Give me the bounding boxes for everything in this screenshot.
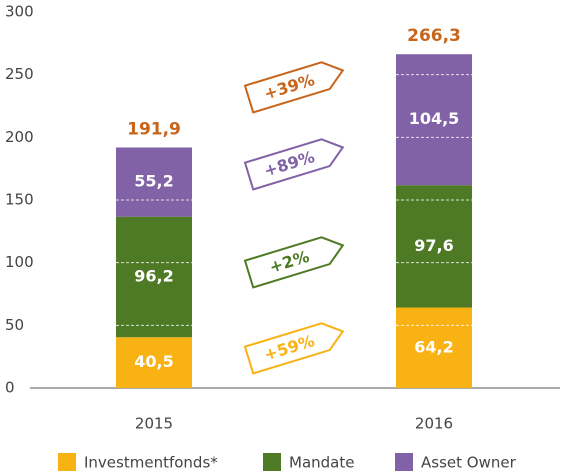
y-tick-label: 250 bbox=[5, 65, 34, 83]
annotation-tag: +2% bbox=[243, 236, 345, 289]
legend-swatch bbox=[395, 453, 413, 471]
x-tick-label: 2016 bbox=[415, 415, 453, 433]
y-tick-label: 0 bbox=[5, 379, 15, 397]
y-tick-label: 150 bbox=[5, 191, 34, 209]
bar-segment bbox=[396, 54, 472, 186]
tag-shape bbox=[243, 236, 345, 289]
legend-swatch bbox=[263, 453, 281, 471]
y-tick-label: 300 bbox=[5, 3, 34, 21]
legend-label: Mandate bbox=[289, 454, 354, 472]
annotation-tag: +39% bbox=[243, 61, 345, 114]
bar-segment bbox=[396, 307, 472, 388]
x-tick-label: 2015 bbox=[135, 415, 173, 433]
value-label: 104,5 bbox=[409, 109, 460, 128]
bar-segment bbox=[116, 216, 192, 338]
tag-shape bbox=[243, 138, 345, 191]
value-label: 40,5 bbox=[134, 352, 173, 371]
y-tick-label: 100 bbox=[5, 253, 34, 271]
tag-shape bbox=[243, 322, 345, 375]
bar-segment bbox=[116, 147, 192, 217]
value-label: 64,2 bbox=[414, 337, 453, 356]
legend-swatch bbox=[58, 453, 76, 471]
legend-label: Asset Owner bbox=[421, 454, 517, 472]
value-label: 97,6 bbox=[414, 236, 453, 255]
total-label: 266,3 bbox=[407, 26, 461, 46]
annotation-tag: +59% bbox=[243, 322, 345, 375]
bar-segment bbox=[396, 185, 472, 308]
bar-segment bbox=[116, 337, 192, 388]
legend-label: Investmentfonds* bbox=[84, 454, 218, 472]
tag-shape bbox=[243, 61, 345, 114]
y-tick-label: 50 bbox=[5, 316, 24, 334]
value-label: 96,2 bbox=[134, 266, 173, 285]
total-label: 191,9 bbox=[127, 119, 181, 139]
annotation-tag: +89% bbox=[243, 138, 345, 191]
y-tick-label: 200 bbox=[5, 128, 34, 146]
value-label: 55,2 bbox=[134, 172, 173, 191]
